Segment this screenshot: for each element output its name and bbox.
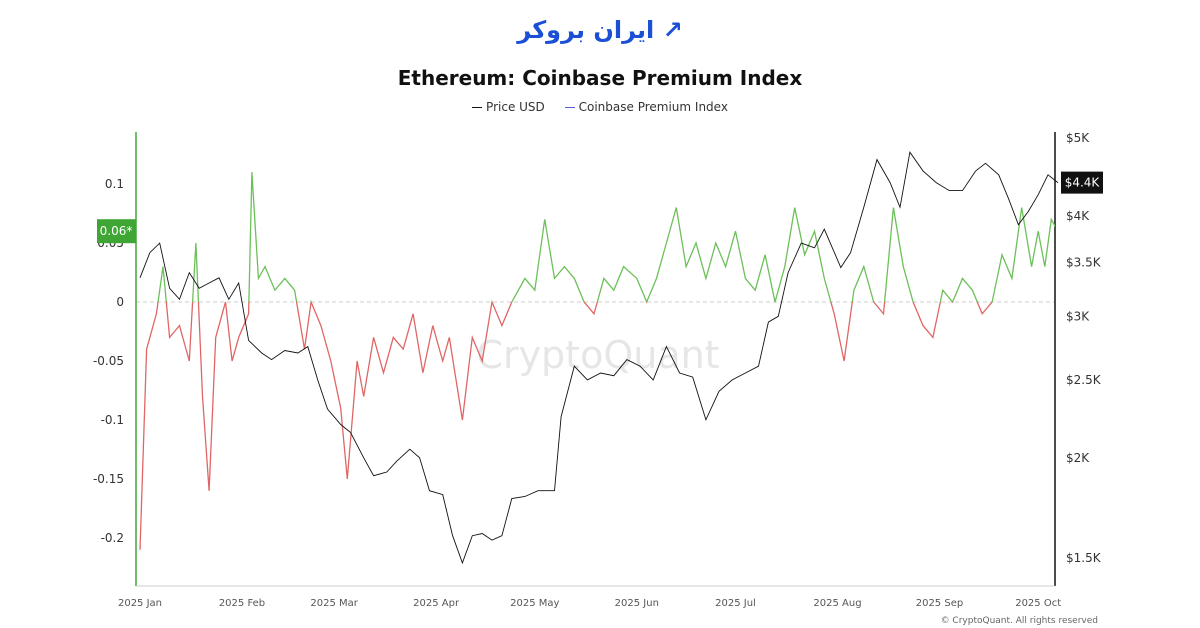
- left-current-label: 0.06*: [100, 224, 133, 238]
- right-tick-label: $2K: [1066, 451, 1090, 465]
- x-tick-label: 2025 Jan: [118, 598, 162, 609]
- copyright-text: © CryptoQuant. All rights reserved: [941, 616, 1098, 626]
- chart-trend-icon: ↗: [662, 16, 683, 44]
- left-tick-label: 0: [116, 295, 124, 309]
- left-tick-label: -0.15: [93, 472, 124, 486]
- right-tick-label: $1.5K: [1066, 551, 1102, 565]
- x-tick-label: 2025 Mar: [310, 598, 358, 609]
- x-tick-label: 2025 May: [510, 598, 559, 609]
- x-tick-label: 2025 Apr: [413, 598, 460, 609]
- left-tick-label: 0.1: [105, 177, 124, 191]
- right-tick-label: $3.5K: [1066, 255, 1102, 269]
- right-current-label: $4.4K: [1065, 176, 1101, 190]
- x-tick-label: 2025 Jul: [715, 598, 756, 609]
- right-tick-label: $2.5K: [1066, 373, 1102, 387]
- legend-item-premium[interactable]: Coinbase Premium Index: [564, 100, 728, 114]
- right-tick-label: $5K: [1066, 131, 1090, 145]
- left-tick-label: -0.1: [101, 413, 124, 427]
- logo-text: ایران بروکر: [517, 16, 655, 44]
- watermark: CryptoQuant: [476, 333, 719, 377]
- premium-line-positive: [157, 172, 1055, 302]
- right-tick-label: $3K: [1066, 309, 1090, 323]
- x-tick-label: 2025 Sep: [916, 598, 963, 609]
- x-tick-label: 2025 Aug: [813, 598, 861, 609]
- chart-title: Ethereum: Coinbase Premium Index: [397, 66, 803, 90]
- left-tick-label: -0.2: [101, 531, 124, 545]
- left-tick-label: -0.05: [93, 354, 124, 368]
- left-current-marker: [97, 219, 136, 244]
- right-current-marker: [1061, 171, 1103, 194]
- x-tick-label: 2025 Feb: [219, 598, 265, 609]
- right-tick-label: $4K: [1066, 209, 1090, 223]
- x-tick-label: 2025 Oct: [1015, 598, 1061, 609]
- legend: Price USD Coinbase Premium Index: [0, 100, 1200, 114]
- x-tick-label: 2025 Jun: [615, 598, 659, 609]
- brand-logo: ایران بروکر ↗: [0, 16, 1200, 44]
- price-line: [139, 151, 1059, 565]
- legend-item-price[interactable]: Price USD: [472, 100, 545, 114]
